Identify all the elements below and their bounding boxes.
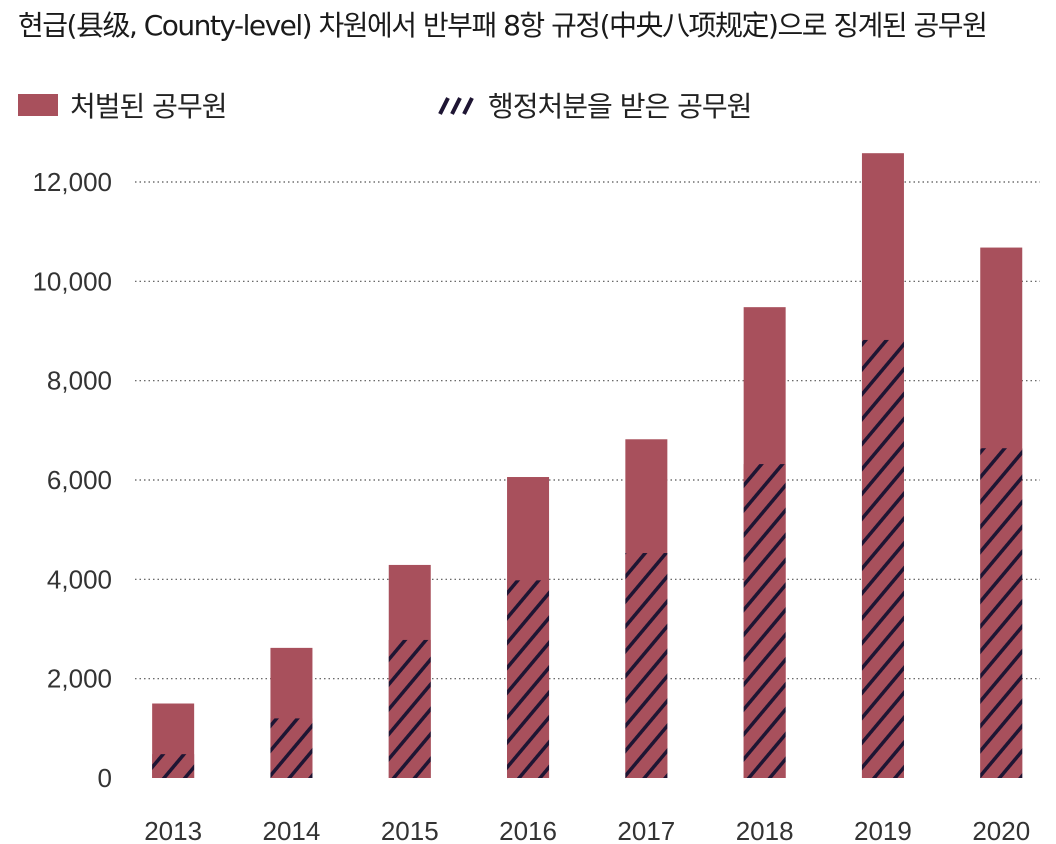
bar-administrative-2020 [980,448,1023,778]
x-tick-label: 2017 [617,816,675,844]
chart-title: 현급(县级, County-level) 차원에서 반부패 8항 규정(中央八项… [18,9,988,42]
x-tick-label: 2013 [144,816,202,844]
y-tick-label: 12,000 [32,167,112,197]
legend-label-administrative: 행정처분을 받은 공무원 [488,90,752,123]
x-tick-label: 2014 [263,816,321,844]
legend-swatch-hatch [438,97,474,115]
bar-administrative-2016 [507,580,550,778]
bar-administrative-2017 [625,553,668,778]
y-tick-label: 0 [98,763,112,793]
legend-label-punished: 처벌된 공무원 [70,90,227,123]
bar-administrative-2015 [388,639,431,778]
x-axis: 2013 2014 2015 2016 2017 2018 2019 2020 [144,816,1030,844]
bar-administrative-2013 [152,754,195,778]
bar-administrative-2019 [861,339,904,778]
x-tick-label: 2016 [499,816,557,844]
x-tick-label: 2019 [854,816,912,844]
y-tick-label: 10,000 [32,266,112,296]
x-tick-label: 2018 [736,816,794,844]
y-tick-label: 2,000 [47,664,112,694]
legend-swatch-solid [18,94,58,116]
bar-administrative-2018 [743,464,786,778]
y-axis: 0 2,000 4,000 6,000 8,000 10,000 12,000 [32,167,112,793]
y-tick-label: 6,000 [47,465,112,495]
legend-item-administrative: 행정처분을 받은 공무원 [436,88,752,123]
x-tick-label: 2020 [972,816,1030,844]
x-tick-label: 2015 [381,816,439,844]
legend-item-punished: 처벌된 공무원 [18,88,227,123]
y-tick-label: 8,000 [47,366,112,396]
bars [152,153,1023,778]
bar-administrative-2014 [270,718,313,778]
gridlines [135,181,1040,680]
y-tick-label: 4,000 [47,564,112,594]
